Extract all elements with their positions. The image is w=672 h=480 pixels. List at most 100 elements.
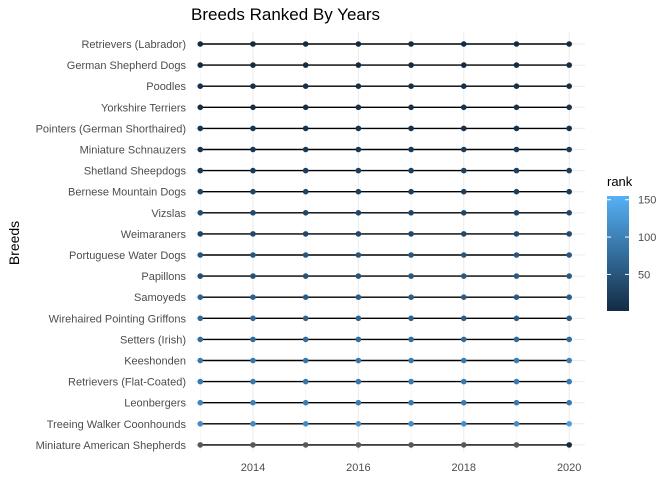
- data-point: [302, 104, 309, 111]
- data-point: [355, 273, 362, 279]
- data-point: [250, 399, 256, 406]
- data-point: [408, 294, 414, 301]
- data-point: [408, 231, 414, 237]
- data-point: [513, 357, 520, 364]
- data-point: [408, 188, 414, 195]
- data-point: [460, 41, 467, 47]
- data-point: [197, 231, 204, 237]
- data-point: [250, 294, 256, 301]
- data-point: [302, 125, 309, 132]
- legend-tick-label: 150: [638, 195, 656, 207]
- data-point: [355, 231, 362, 237]
- data-point: [460, 442, 467, 448]
- data-point: [566, 231, 572, 237]
- data-point: [355, 357, 362, 364]
- data-point: [408, 125, 414, 132]
- data-point: [460, 210, 467, 216]
- color-legend: rank 50 100 150: [607, 174, 656, 311]
- y-tick-label: Poodles: [146, 81, 186, 93]
- data-point: [302, 167, 309, 174]
- data-point: [250, 62, 256, 68]
- data-point: [197, 210, 204, 216]
- data-point: [566, 273, 572, 279]
- data-point: [513, 421, 520, 427]
- data-point: [513, 273, 520, 279]
- data-point: [460, 378, 467, 385]
- data-point: [513, 83, 520, 89]
- data-point: [355, 167, 362, 174]
- data-point: [408, 399, 414, 406]
- data-point: [302, 421, 309, 427]
- data-point: [513, 315, 520, 322]
- data-point: [460, 294, 467, 301]
- data-point: [566, 62, 572, 68]
- data-point: [566, 41, 572, 47]
- data-point: [460, 421, 467, 427]
- data-point: [302, 41, 309, 47]
- x-tick-labels: 2014 2016 2018 2020: [241, 462, 582, 474]
- legend-tick-label: 100: [638, 232, 656, 244]
- data-point: [355, 83, 362, 89]
- data-point: [513, 62, 520, 68]
- data-point: [355, 399, 362, 406]
- data-point: [250, 336, 256, 343]
- data-point: [250, 125, 256, 132]
- data-point: [302, 294, 309, 301]
- data-point: [355, 421, 362, 427]
- data-point: [460, 315, 467, 322]
- y-tick-label: Setters (Irish): [120, 334, 186, 346]
- data-point: [460, 83, 467, 89]
- data-point: [250, 442, 256, 448]
- data-point: [566, 294, 572, 301]
- data-point: [355, 336, 362, 343]
- legend-ticks: 50 100 150: [607, 195, 656, 281]
- data-point: [408, 442, 414, 448]
- legend-tick-label: 50: [638, 269, 650, 281]
- data-point: [408, 378, 414, 385]
- data-point: [197, 442, 204, 448]
- data-point: [460, 62, 467, 68]
- data-point: [197, 378, 204, 385]
- data-point: [513, 41, 520, 47]
- data-point: [513, 210, 520, 216]
- y-tick-label: Shetland Sheepdogs: [84, 166, 187, 178]
- data-point: [513, 399, 520, 406]
- data-point: [355, 146, 362, 153]
- data-points: [197, 41, 572, 448]
- y-axis-title: Breeds: [6, 221, 22, 265]
- data-point: [250, 231, 256, 237]
- data-point: [197, 62, 204, 68]
- data-point: [250, 315, 256, 322]
- data-point: [566, 104, 572, 111]
- data-point: [408, 252, 414, 258]
- data-point: [566, 83, 572, 89]
- y-tick-label: German Shepherd Dogs: [67, 60, 187, 72]
- data-point: [302, 62, 309, 68]
- data-point: [302, 399, 309, 406]
- y-tick-labels: Retrievers (Labrador) German Shepherd Dog…: [36, 39, 187, 452]
- data-point: [197, 315, 204, 322]
- data-point: [302, 146, 309, 153]
- data-point: [250, 104, 256, 111]
- data-point: [302, 188, 309, 195]
- y-tick-label: Wirehaired Pointing Griffons: [49, 313, 187, 325]
- data-point: [250, 167, 256, 174]
- data-point: [566, 315, 572, 322]
- data-point: [355, 315, 362, 322]
- data-point: [460, 357, 467, 364]
- data-point: [513, 252, 520, 258]
- data-point: [197, 336, 204, 343]
- data-point: [355, 210, 362, 216]
- y-tick-label: Leonbergers: [124, 398, 186, 410]
- data-point: [250, 252, 256, 258]
- data-point: [355, 62, 362, 68]
- data-point: [302, 252, 309, 258]
- y-tick-label: Bernese Mountain Dogs: [68, 187, 187, 199]
- data-point: [355, 104, 362, 111]
- data-point: [408, 62, 414, 68]
- data-point: [197, 252, 204, 258]
- data-point: [408, 336, 414, 343]
- data-point: [513, 442, 520, 448]
- data-point: [460, 188, 467, 195]
- data-point: [355, 294, 362, 301]
